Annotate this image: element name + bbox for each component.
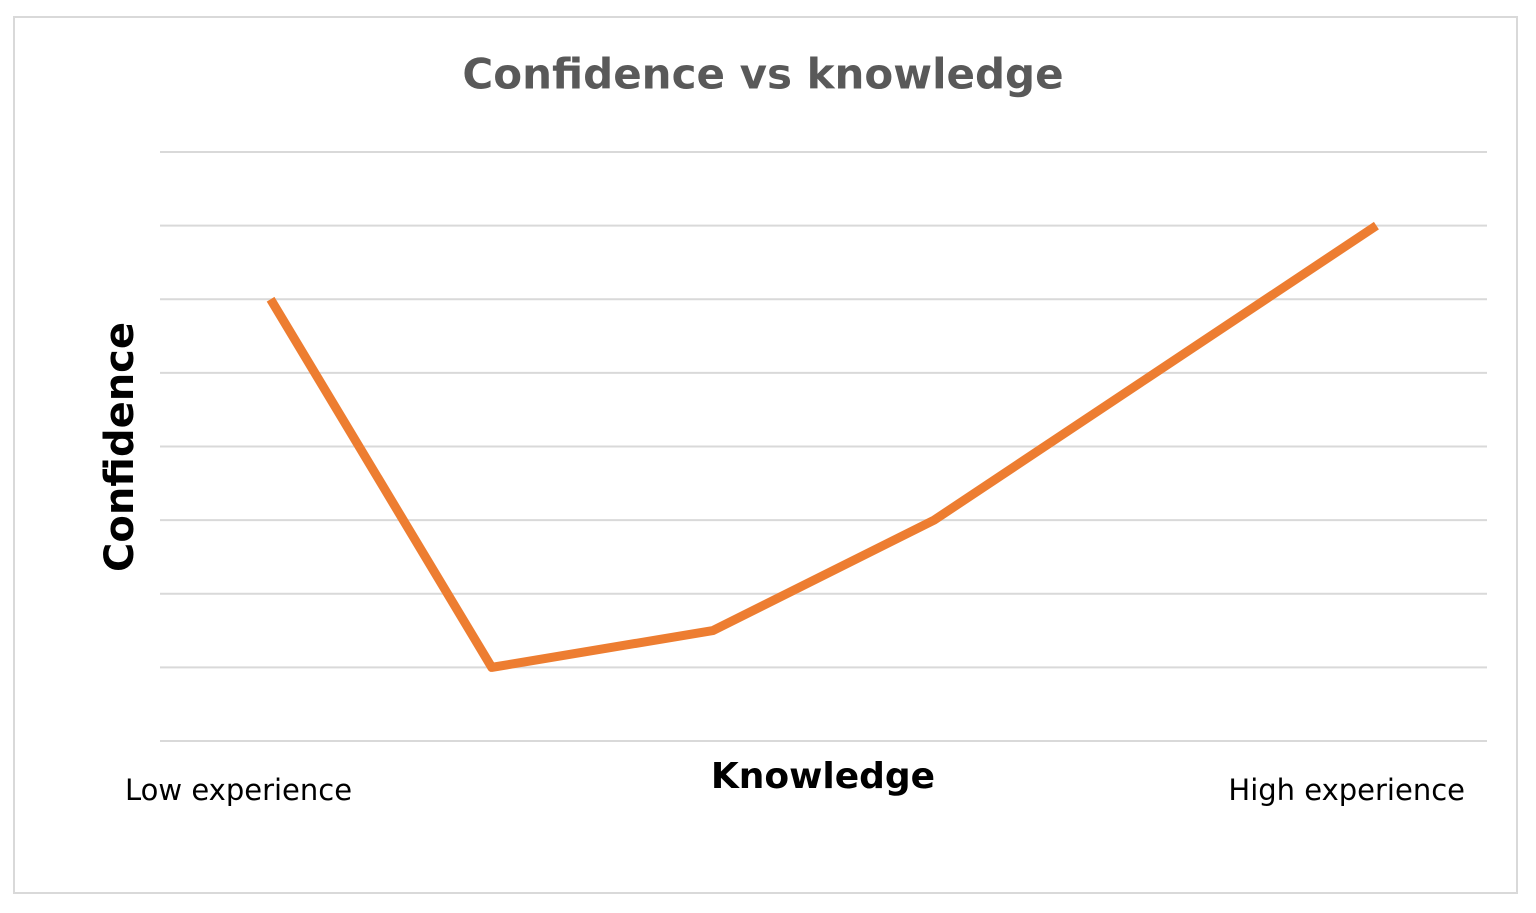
- y-axis-label: Confidence: [97, 322, 143, 572]
- line-series: [266, 221, 1379, 672]
- annotation: High experience: [1228, 773, 1465, 807]
- chart-border: [13, 16, 1518, 894]
- annotation: Low experience: [125, 773, 352, 807]
- x-axis-label: Knowledge: [711, 756, 935, 797]
- chart-title: Confidence vs knowledge: [462, 50, 1063, 99]
